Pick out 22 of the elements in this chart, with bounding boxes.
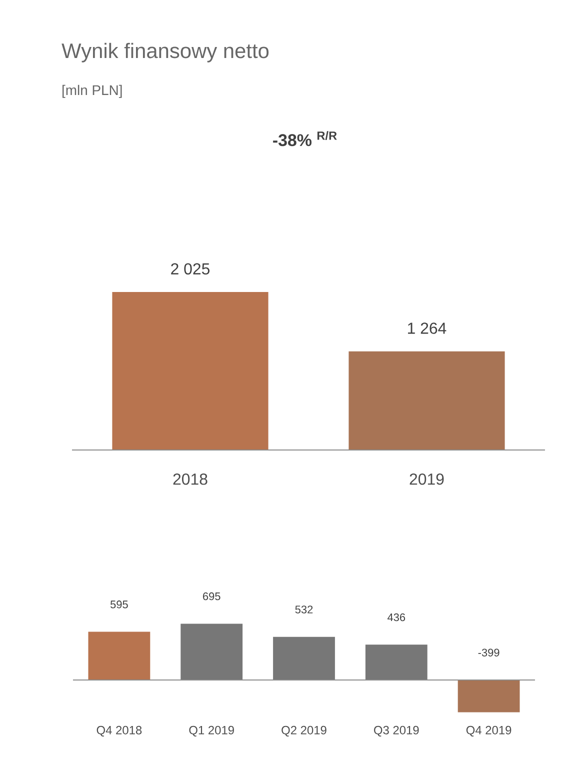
data-label: 2 025 — [171, 263, 210, 275]
bar — [365, 644, 428, 680]
x-tick-label: Q4 2019 — [466, 726, 512, 737]
x-tick-label: 2018 — [173, 474, 208, 485]
data-label: 595 — [110, 600, 128, 608]
data-label: 436 — [388, 613, 406, 622]
bar — [180, 624, 243, 680]
x-tick-label: Q1 2019 — [189, 726, 234, 737]
data-label: 695 — [203, 592, 220, 600]
data-label: 532 — [295, 606, 313, 614]
x-tick-label: 2019 — [410, 474, 444, 485]
bar — [88, 632, 150, 680]
x-tick-label: Q2 2019 — [282, 726, 326, 737]
bar — [458, 680, 520, 712]
chart-subtitle: [mln PLN] — [62, 84, 122, 98]
x-tick-label: Q3 2019 — [374, 726, 419, 737]
x-tick-label: Q4 2018 — [96, 726, 142, 737]
text: -38% $^{R/R}$ — [273, 131, 337, 146]
chart-title: Wynik finansowy netto — [62, 42, 269, 62]
data-label: -399 — [478, 648, 500, 656]
bar — [273, 636, 335, 680]
data-label: 1 264 — [408, 322, 446, 334]
